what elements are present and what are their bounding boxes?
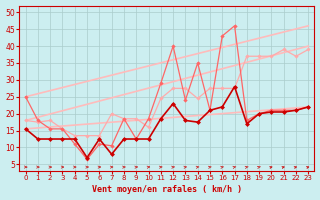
- X-axis label: Vent moyen/en rafales ( km/h ): Vent moyen/en rafales ( km/h ): [92, 185, 242, 194]
